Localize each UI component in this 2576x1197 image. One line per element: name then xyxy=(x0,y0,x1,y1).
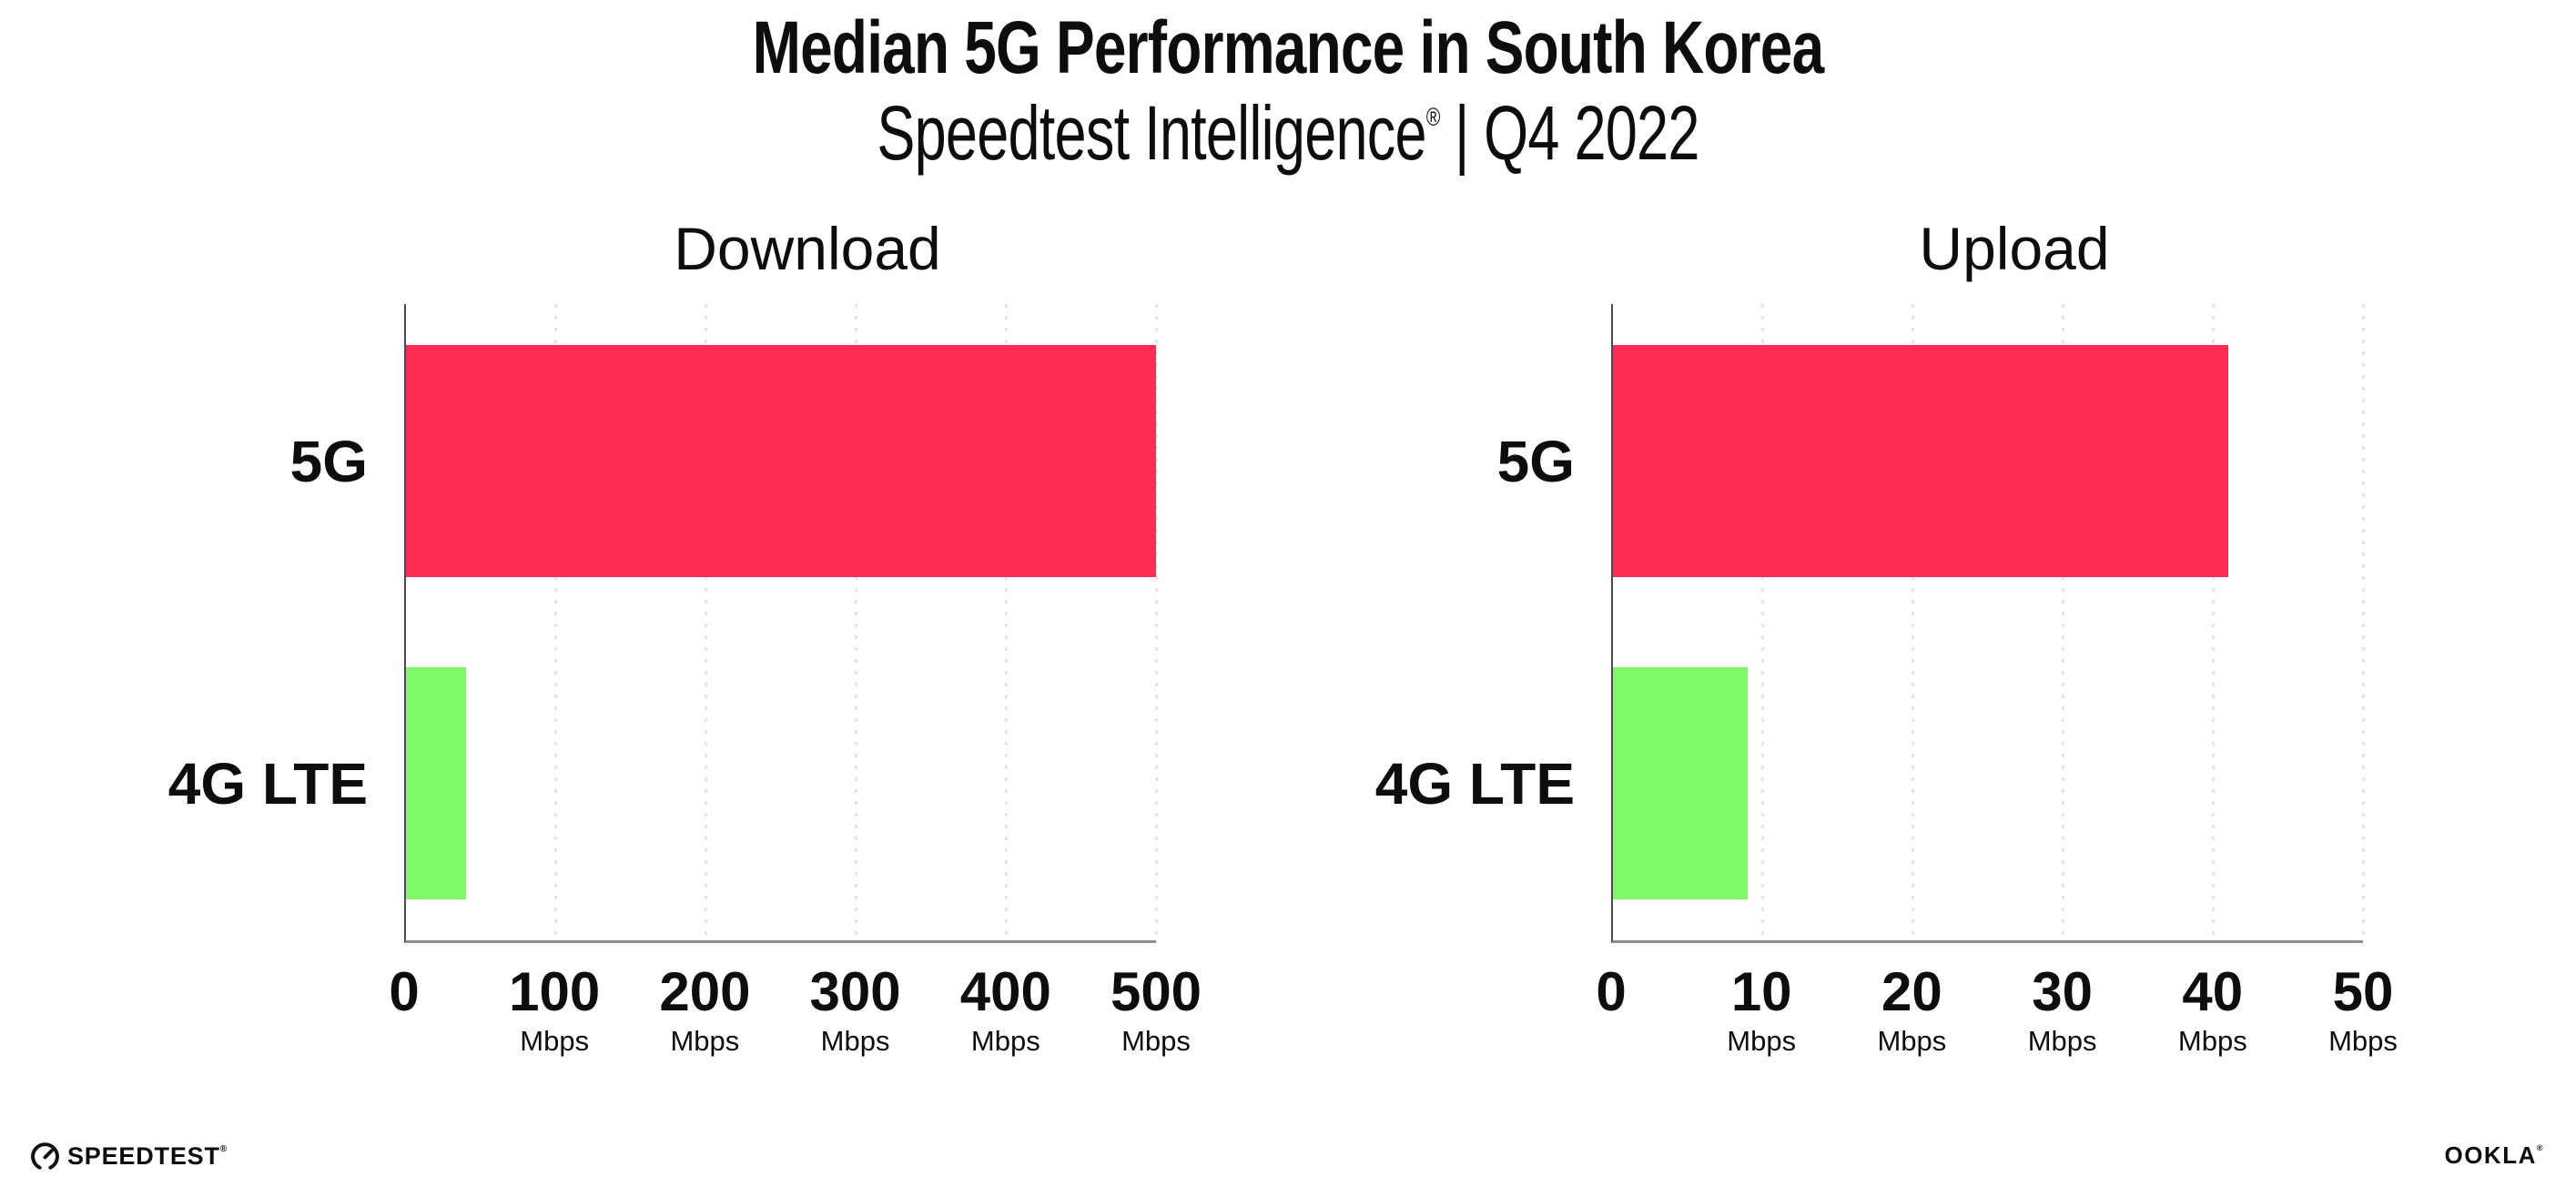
tick-unit: Mbps xyxy=(1877,1025,1947,1057)
tick-value: 20 xyxy=(1881,961,1942,1022)
gridline xyxy=(1004,304,1008,943)
page-subtitle: Speedtest Intelligence® | Q4 2022 xyxy=(322,93,2255,173)
x-axis: 0 10 Mbps 20 Mbps 30 Mbps 40 Mbps 50 Mbps xyxy=(1596,961,2398,1078)
bar-4g-lte xyxy=(406,667,466,899)
page-title: Median 5G Performance in South Korea xyxy=(752,6,1825,89)
tick-unit: Mbps xyxy=(820,1025,890,1057)
gridline xyxy=(1761,304,1765,943)
tick-unit: Mbps xyxy=(520,1025,590,1057)
subtitle-brand: Speedtest Intelligence xyxy=(877,90,1426,177)
subtitle-separator: | xyxy=(1455,90,1469,177)
speedtest-logo: SPEEDTEST® xyxy=(31,1142,228,1171)
tick-unit: Mbps xyxy=(670,1025,740,1057)
tick-value: 100 xyxy=(509,961,601,1022)
tick-value: 10 xyxy=(1730,961,1792,1022)
x-axis-tick: 0 xyxy=(389,965,419,1019)
tick-value: 0 xyxy=(389,961,420,1022)
tick-unit: Mbps xyxy=(1121,1025,1191,1057)
gridline xyxy=(1154,304,1158,943)
chart-upload: Upload 5G 4G LTE 0 10 Mbps 20 Mbps 30 Mbps 40 Mbps 5… xyxy=(1344,218,2427,1078)
gridline xyxy=(1912,304,1915,943)
tick-value: 40 xyxy=(2182,961,2244,1022)
x-axis-tick: 10 Mbps xyxy=(1727,961,1797,1057)
x-axis-tick: 0 xyxy=(1596,965,1626,1019)
subtitle-period: Q4 2022 xyxy=(1484,90,1699,177)
chart-title-download: Download xyxy=(674,215,941,282)
chart-title-upload: Upload xyxy=(1919,215,2110,282)
x-axis: 0 100 Mbps 200 Mbps 300 Mbps 400 Mbps 500 Mbps xyxy=(389,961,1202,1078)
y-axis-labels: 5G 4G LTE xyxy=(1344,304,1575,943)
ookla-wordmark: OOKLA xyxy=(2444,1141,2537,1169)
x-axis-tick: 40 Mbps xyxy=(2177,961,2247,1057)
category-label-5g: 5G xyxy=(1496,428,1575,494)
tick-unit: Mbps xyxy=(1727,1025,1797,1057)
bar-5g xyxy=(1613,345,2228,577)
x-axis-tick: 30 Mbps xyxy=(2027,961,2097,1057)
tick-value: 300 xyxy=(809,961,901,1022)
x-axis-tick: 500 Mbps xyxy=(1110,961,1202,1057)
gridline xyxy=(2061,304,2064,943)
gridline xyxy=(705,304,708,943)
gridline xyxy=(854,304,857,943)
tick-value: 30 xyxy=(2032,961,2093,1022)
chart-plot-area: 5G 4G LTE 0 10 Mbps 20 Mbps 30 Mbps 40 Mbps 50 Mbps xyxy=(1344,304,2427,1078)
tick-unit: Mbps xyxy=(2177,1025,2247,1057)
category-label-4g-lte: 4G LTE xyxy=(167,750,368,817)
y-axis-labels: 5G 4G LTE xyxy=(137,304,368,943)
tick-value: 400 xyxy=(959,961,1051,1022)
tick-unit: Mbps xyxy=(2027,1025,2097,1057)
x-axis-tick: 100 Mbps xyxy=(509,961,601,1057)
plot-panel xyxy=(1611,304,2365,943)
gridline xyxy=(2361,304,2365,943)
registered-trademark-icon: ® xyxy=(2536,1143,2544,1153)
x-axis-tick: 50 Mbps xyxy=(2328,961,2398,1057)
plot-panel xyxy=(404,304,1158,943)
tick-value: 0 xyxy=(1596,961,1627,1022)
tick-unit: Mbps xyxy=(2328,1025,2398,1057)
speedtest-wordmark: SPEEDTEST® xyxy=(67,1142,228,1170)
bar-5g xyxy=(406,345,1156,577)
gridline xyxy=(2211,304,2215,943)
tick-value: 50 xyxy=(2332,961,2394,1022)
header: Median 5G Performance in South Korea Spe… xyxy=(0,6,2576,173)
tick-unit: Mbps xyxy=(970,1025,1040,1057)
chart-download: Download 5G 4G LTE 0 100 Mbps 200 Mbps 300 Mbps 40… xyxy=(137,218,1220,1078)
registered-trademark-icon: ® xyxy=(219,1144,228,1154)
ookla-logo: OOKLA® xyxy=(2444,1143,2544,1167)
x-axis-tick: 400 Mbps xyxy=(959,961,1051,1057)
registered-trademark-icon: ® xyxy=(1425,103,1440,132)
x-axis-tick: 200 Mbps xyxy=(659,961,751,1057)
bar-4g-lte xyxy=(1613,667,1749,899)
category-label-4g-lte: 4G LTE xyxy=(1374,750,1575,817)
x-axis-tick: 20 Mbps xyxy=(1877,961,1947,1057)
gridline xyxy=(554,304,558,943)
tick-value: 200 xyxy=(659,961,751,1022)
chart-plot-area: 5G 4G LTE 0 100 Mbps 200 Mbps 300 Mbps 400 Mbps 500… xyxy=(137,304,1220,1078)
x-axis-tick: 300 Mbps xyxy=(809,961,901,1057)
tick-value: 500 xyxy=(1110,961,1202,1022)
category-label-5g: 5G xyxy=(289,428,368,494)
speedometer-gauge-icon xyxy=(31,1142,59,1171)
